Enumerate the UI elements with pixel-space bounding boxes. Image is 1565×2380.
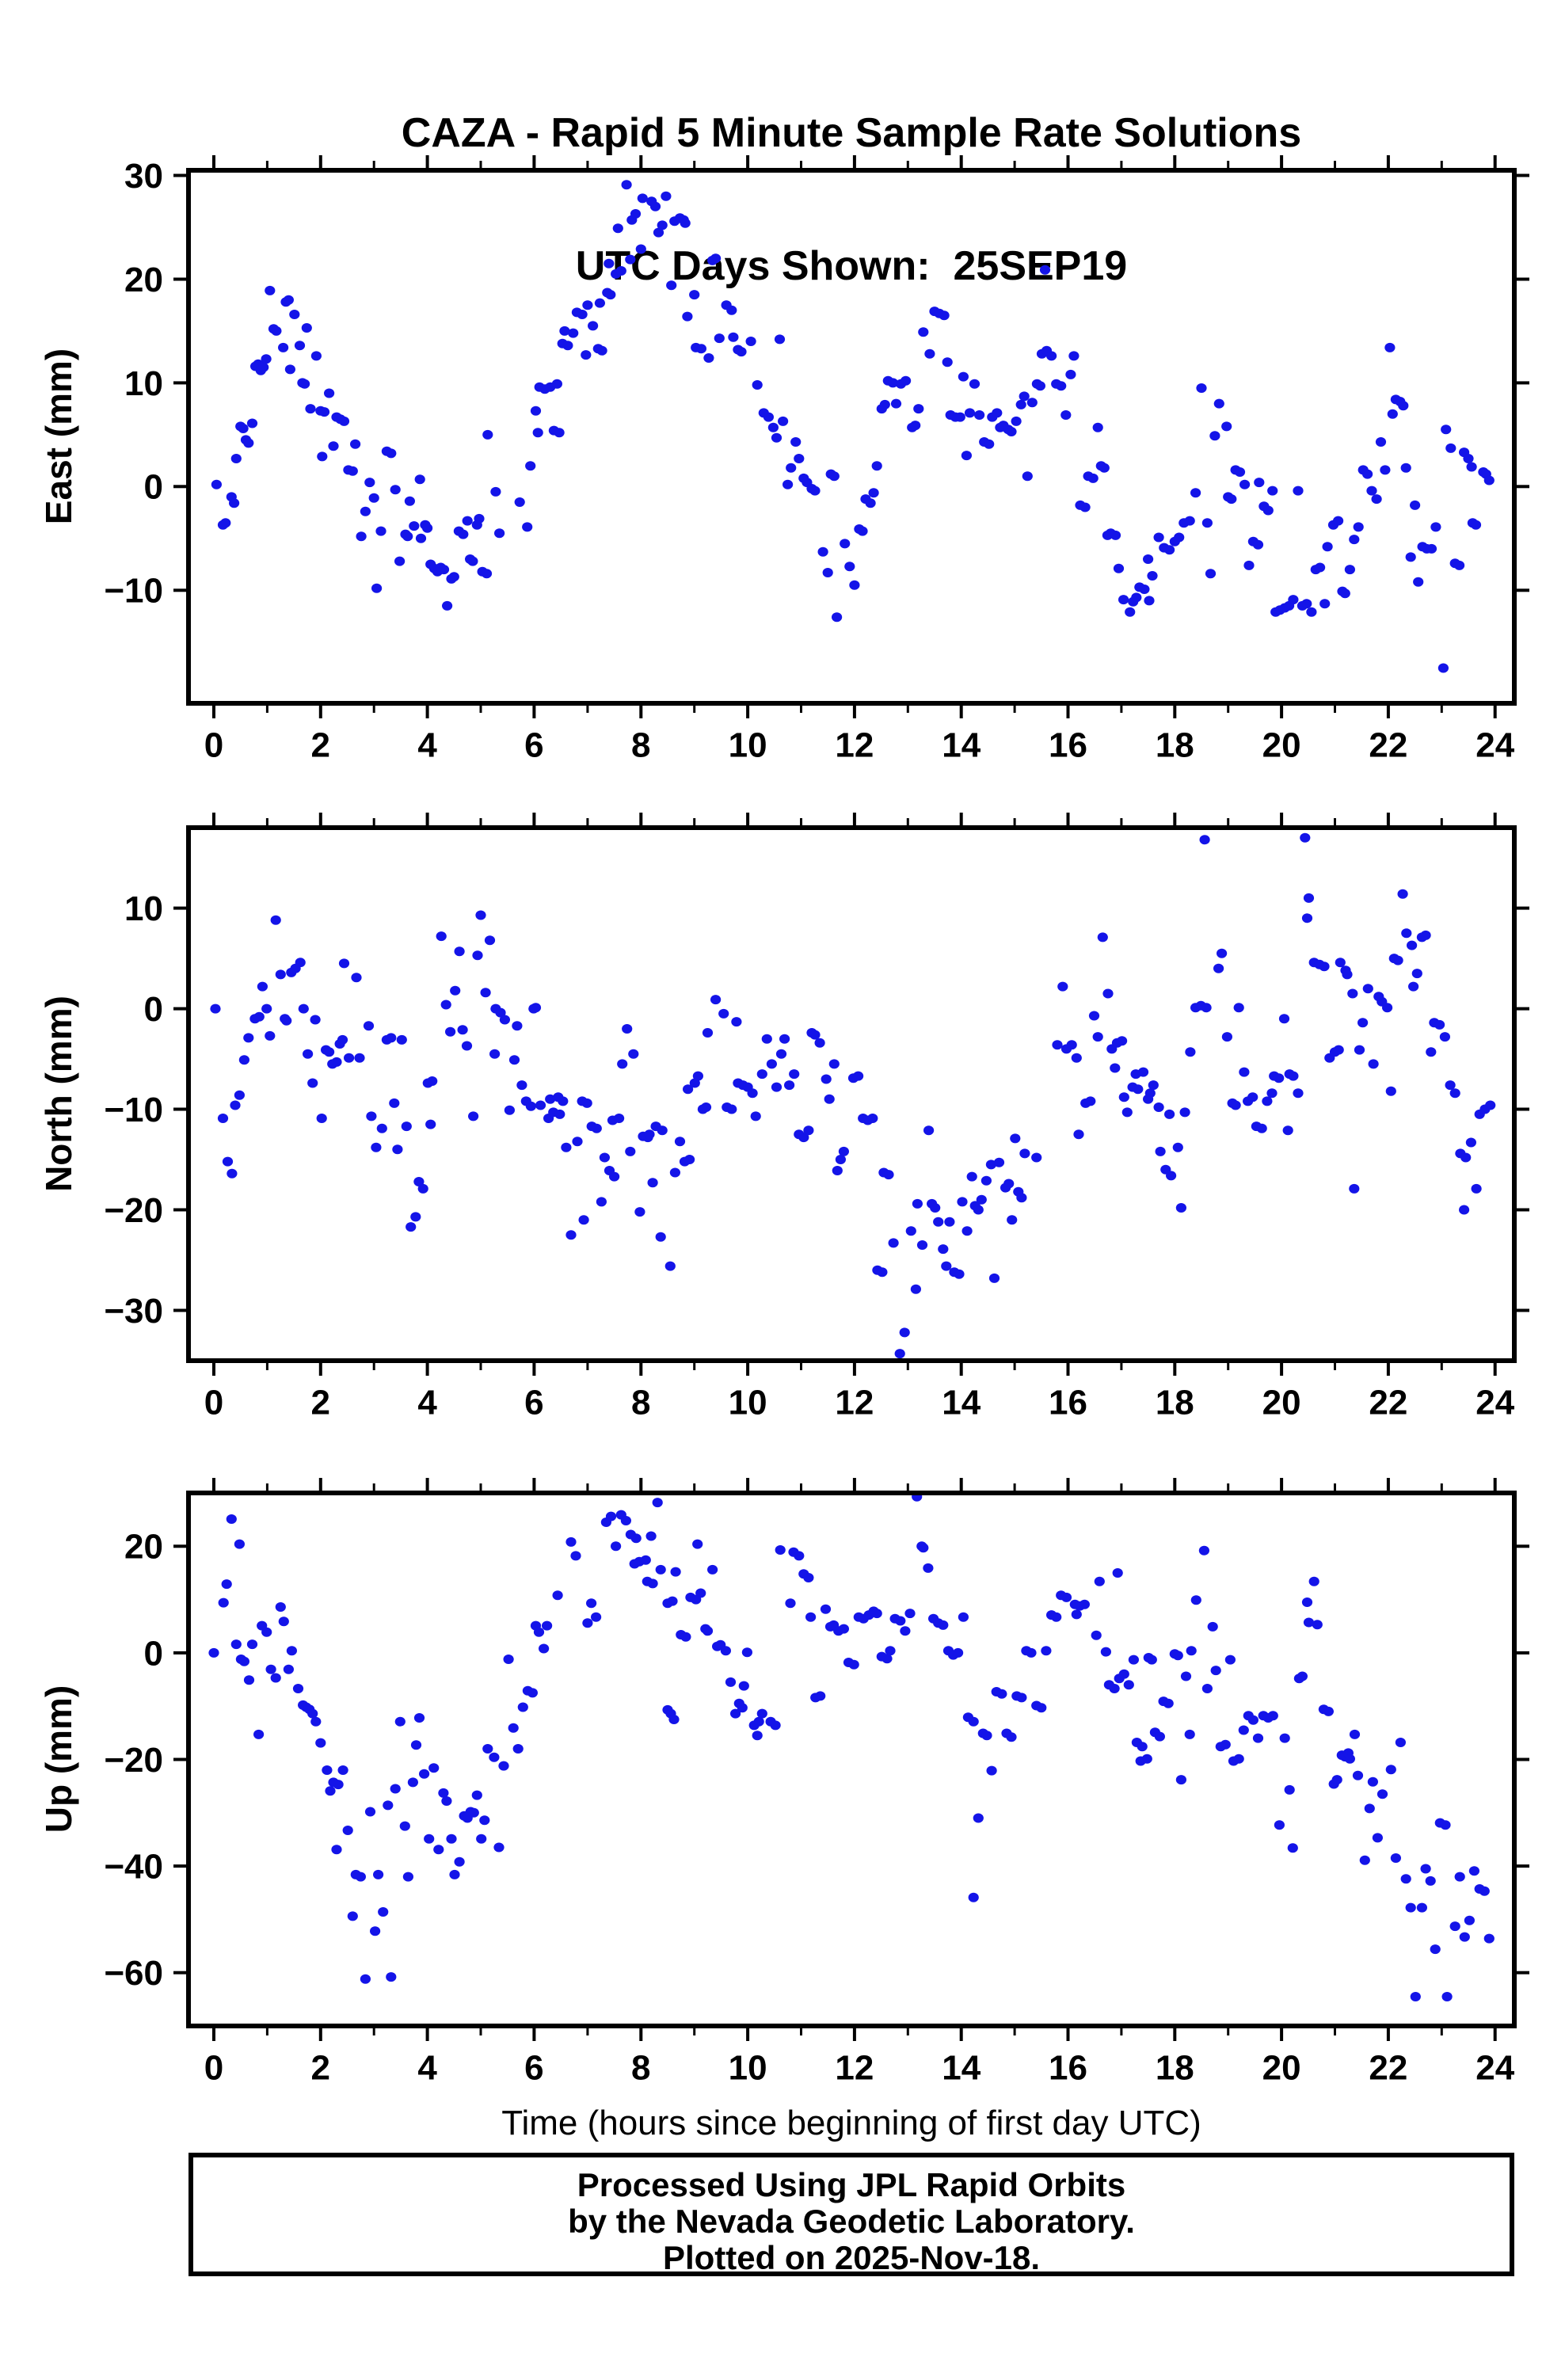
up-frame	[186, 1491, 1517, 2028]
north-xtick-6: 6	[524, 1383, 543, 1422]
north-ytick-0: 0	[144, 990, 163, 1029]
east-xtick-6: 6	[524, 725, 543, 764]
up-ytick--60: −60	[104, 1954, 163, 1993]
east-xtick-8: 8	[631, 725, 650, 764]
chart-title: CAZA - Rapid 5 Minute Sample Rate Soluti…	[188, 22, 1514, 377]
north-ytick--10: −10	[104, 1091, 163, 1129]
up-xtick-20: 20	[1262, 2048, 1301, 2087]
north-xtick-0: 0	[204, 1383, 223, 1422]
north-axis-label: North (mm)	[38, 996, 79, 1192]
footer-line3: Plotted on 2025-Nov-18.	[662, 2239, 1041, 2276]
north-xtick-20: 20	[1262, 1383, 1301, 1422]
up-xtick-16: 16	[1049, 2048, 1087, 2087]
north-ytick--30: −30	[104, 1292, 163, 1331]
north-frame	[186, 825, 1517, 1363]
up-ytick-20: 20	[124, 1528, 163, 1567]
up-xtick-6: 6	[524, 2048, 543, 2087]
north-xtick-22: 22	[1369, 1383, 1407, 1422]
east-xtick-12: 12	[835, 725, 874, 764]
east-xtick-24: 24	[1476, 725, 1514, 764]
east-xtick-22: 22	[1369, 725, 1407, 764]
up-xtick-2: 2	[311, 2048, 330, 2087]
north-ytick-10: 10	[124, 889, 163, 928]
north-xtick-10: 10	[729, 1383, 767, 1422]
up-xtick-12: 12	[835, 2048, 874, 2087]
up-axis-label: Up (mm)	[38, 1685, 79, 1834]
east-xtick-20: 20	[1262, 725, 1301, 764]
up-ytick-0: 0	[144, 1634, 163, 1673]
east-ytick-10: 10	[124, 364, 163, 403]
north-xtick-2: 2	[311, 1383, 330, 1422]
up-xtick-10: 10	[729, 2048, 767, 2087]
footer-line2: by the Nevada Geodetic Laboratory.	[568, 2203, 1135, 2240]
footer-text: Processed Using JPL Rapid Orbits by the …	[193, 2167, 1510, 2276]
north-xtick-12: 12	[835, 1383, 874, 1422]
up-ytick--40: −40	[104, 1848, 163, 1887]
east-xtick-2: 2	[311, 725, 330, 764]
footer-box: Processed Using JPL Rapid Orbits by the …	[188, 2153, 1514, 2276]
up-xtick-8: 8	[631, 2048, 650, 2087]
north-xtick-16: 16	[1049, 1383, 1087, 1422]
up-xtick-22: 22	[1369, 2048, 1407, 2087]
up-points	[208, 1493, 1495, 2001]
chart-title-line2: UTC Days Shown: 25SEP19	[575, 243, 1128, 289]
east-ytick-20: 20	[124, 261, 163, 299]
up-xtick-4: 4	[417, 2048, 437, 2087]
east-axis-label: East (mm)	[38, 348, 79, 525]
east-xtick-4: 4	[417, 725, 437, 764]
up-xtick-18: 18	[1156, 2048, 1194, 2087]
east-ytick-30: 30	[124, 157, 163, 196]
east-ytick--10: −10	[104, 572, 163, 611]
up-xtick-24: 24	[1476, 2048, 1514, 2087]
chart-title-line1: CAZA - Rapid 5 Minute Sample Rate Soluti…	[401, 110, 1302, 156]
east-points	[211, 180, 1495, 673]
north-xtick-24: 24	[1476, 1383, 1514, 1422]
east-xtick-18: 18	[1156, 725, 1194, 764]
time-axis-label: Time (hours since beginning of first day…	[501, 2104, 1201, 2142]
north-xtick-4: 4	[417, 1383, 437, 1422]
east-xtick-14: 14	[942, 725, 981, 764]
north-xtick-14: 14	[942, 1383, 981, 1422]
east-ytick-0: 0	[144, 468, 163, 507]
north-points	[210, 832, 1496, 1359]
up-ytick--20: −20	[104, 1741, 163, 1780]
east-xtick-10: 10	[729, 725, 767, 764]
east-xtick-0: 0	[204, 725, 223, 764]
east-frame	[186, 168, 1517, 706]
up-xtick-14: 14	[942, 2048, 981, 2087]
north-xtick-18: 18	[1156, 1383, 1194, 1422]
up-xtick-0: 0	[204, 2048, 223, 2087]
north-ytick--20: −20	[104, 1191, 163, 1230]
footer-line1: Processed Using JPL Rapid Orbits	[577, 2166, 1126, 2203]
north-xtick-8: 8	[631, 1383, 650, 1422]
east-xtick-16: 16	[1049, 725, 1087, 764]
